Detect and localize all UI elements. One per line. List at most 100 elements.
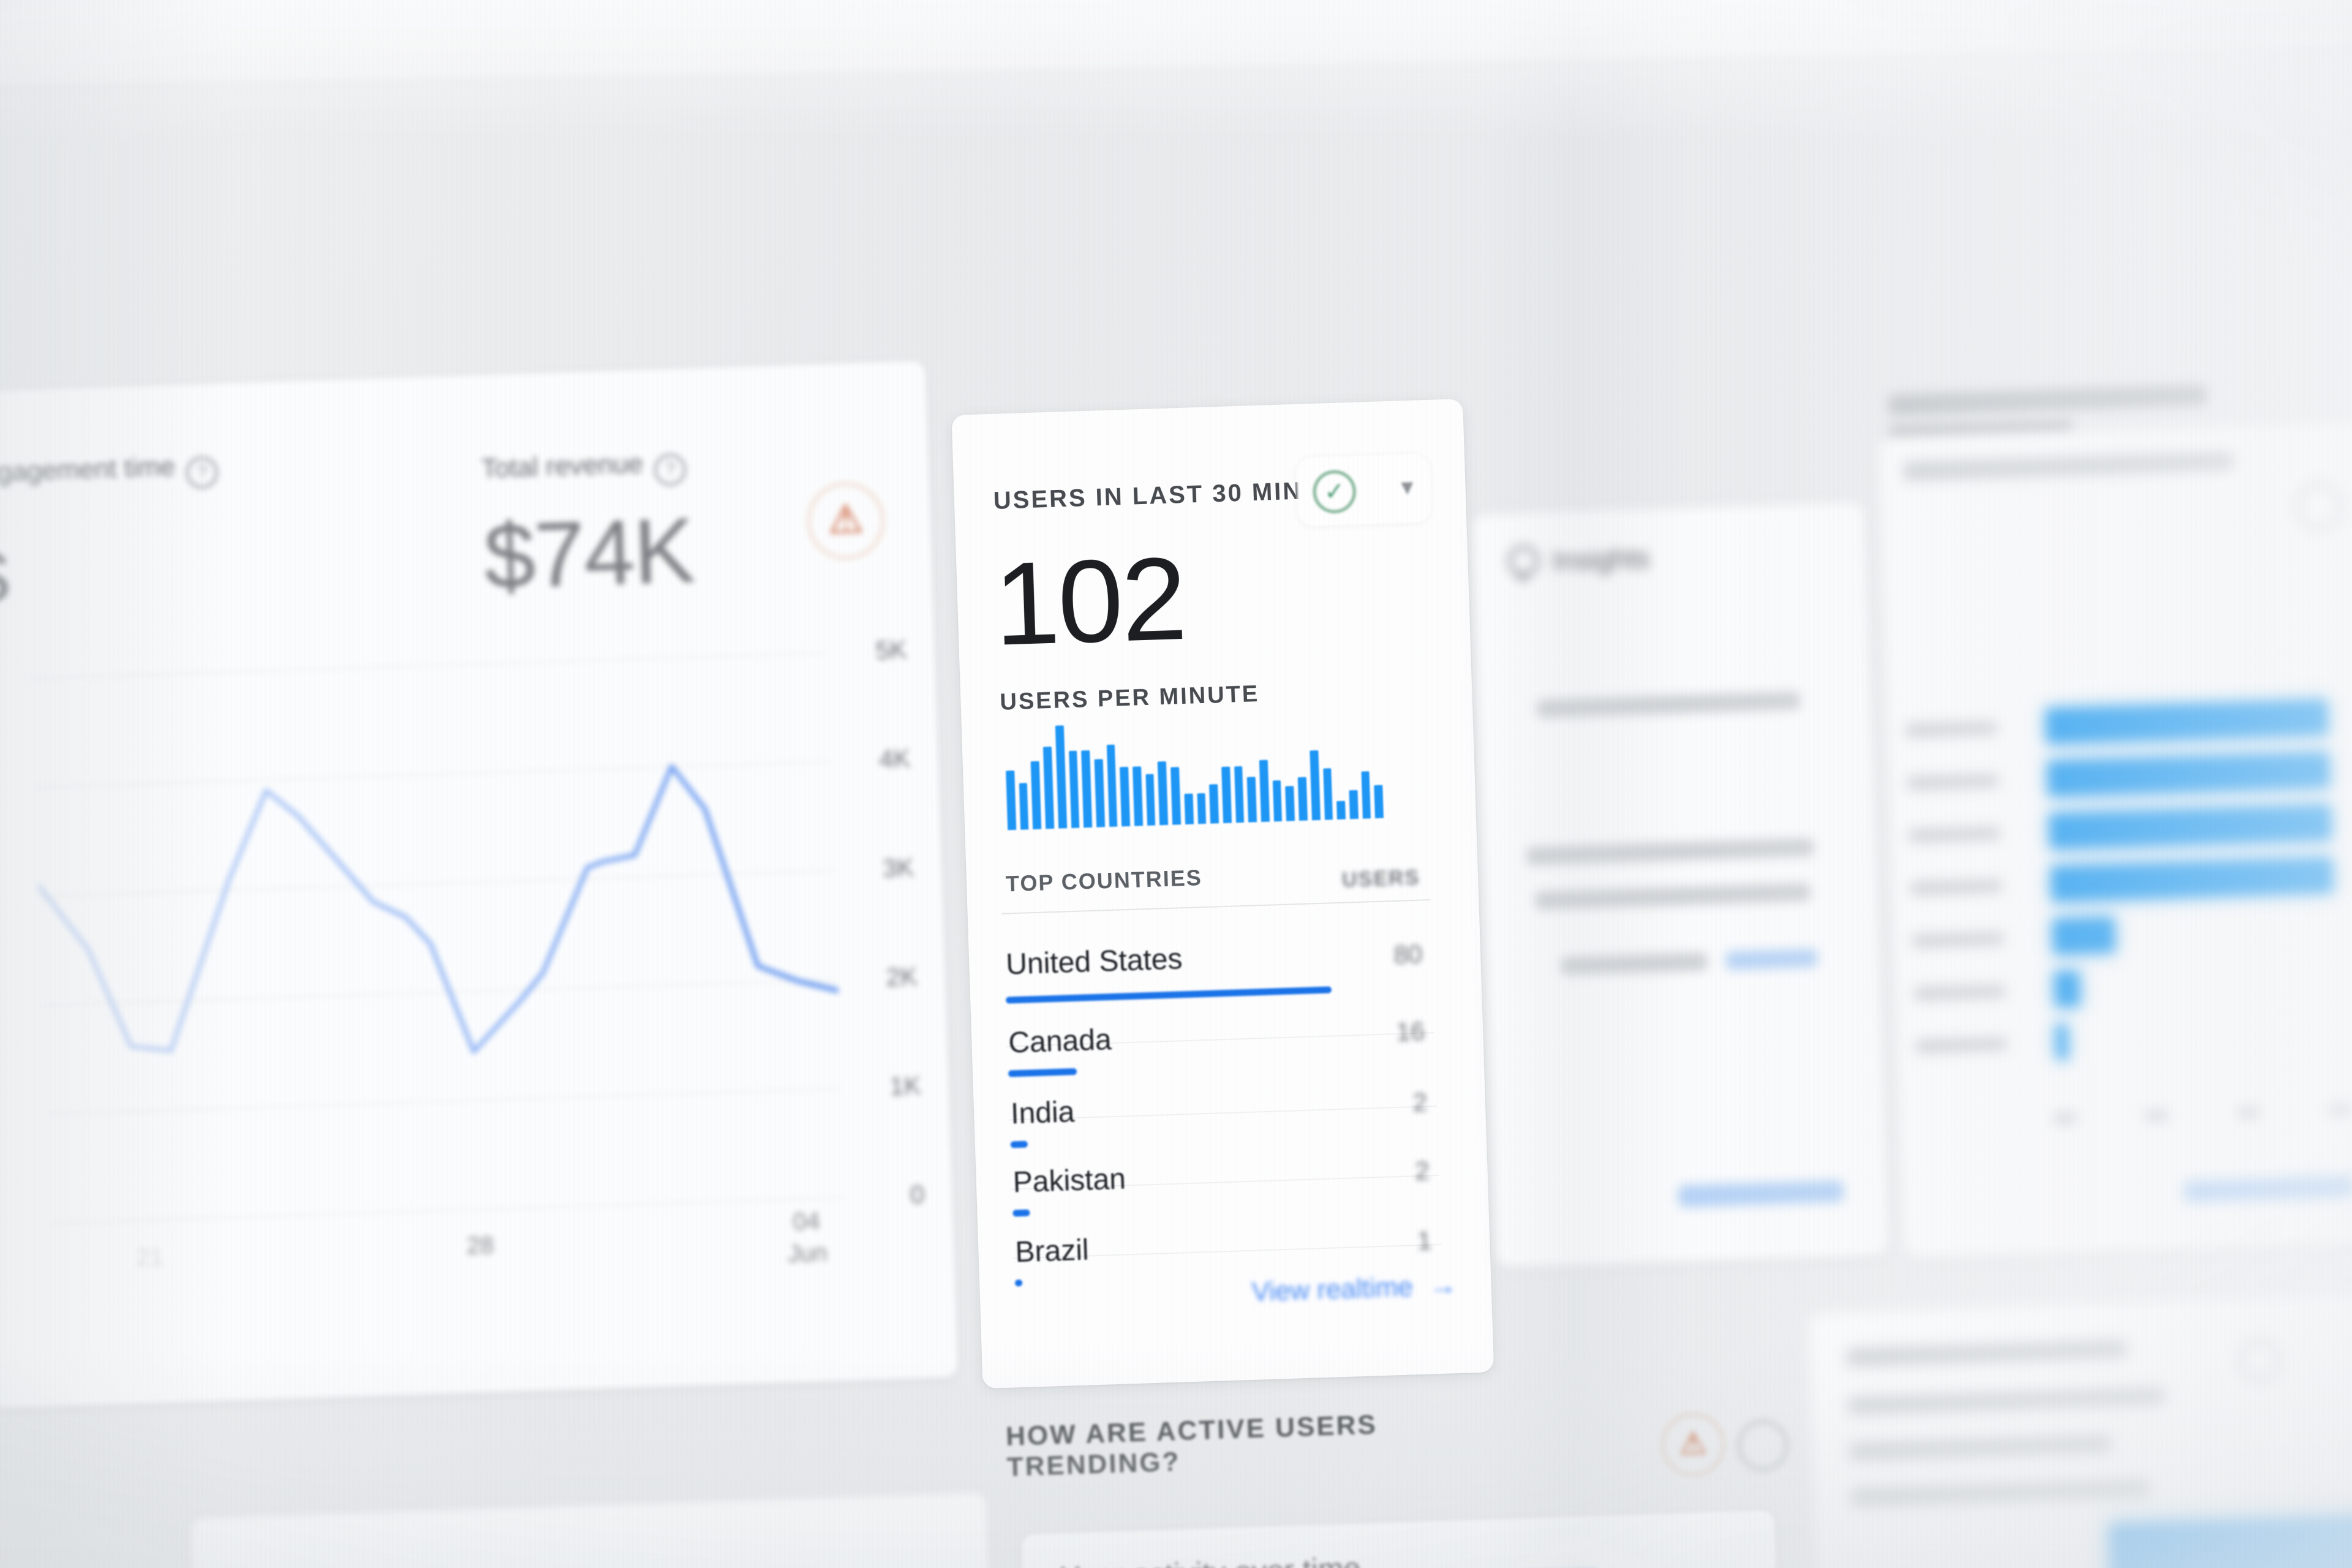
blurred-text-line xyxy=(1845,1339,2128,1367)
minute-bar xyxy=(1055,725,1067,829)
minute-bar xyxy=(1322,768,1333,820)
view-realtime-link[interactable]: View realtime → xyxy=(1251,1268,1458,1307)
user-activity-card-title: User activity over time xyxy=(1059,1550,1361,1568)
warning-icon[interactable]: ⚠ xyxy=(1660,1412,1725,1477)
blurred-text-line xyxy=(1536,691,1801,718)
insights-card: Insights xyxy=(1472,502,1889,1268)
help-icon[interactable]: ? xyxy=(186,456,219,489)
active-users-trending-header: HOW ARE ACTIVE USERS TRENDING? xyxy=(1005,1409,1378,1482)
minute-bar xyxy=(1361,771,1371,819)
country-users: 1 xyxy=(1417,1226,1433,1256)
bottom-right-card xyxy=(1807,1294,2352,1568)
minute-bar xyxy=(1145,774,1156,826)
icon-circle xyxy=(2237,1338,2282,1382)
minute-bar xyxy=(1310,750,1321,821)
minute-bar xyxy=(1081,750,1093,828)
h-bar xyxy=(2047,752,2331,797)
analytics-dashboard: Average engagement time? 1m 51s Total re… xyxy=(0,284,2352,1568)
minute-bar xyxy=(1259,760,1270,822)
blurred-bar-label xyxy=(1912,931,2005,948)
minute-bar xyxy=(1106,744,1118,827)
status-circle-icon[interactable] xyxy=(1736,1419,1790,1472)
blurred-axis-tick xyxy=(2052,1112,2078,1125)
country-users: 80 xyxy=(1393,939,1423,970)
blurred-bar-label xyxy=(1910,878,2003,895)
minute-bar xyxy=(1043,746,1055,829)
country-users: 2 xyxy=(1414,1156,1430,1186)
country-name: Brazil xyxy=(1014,1234,1090,1269)
blurred-link[interactable] xyxy=(1725,948,1819,970)
blurred-bar-chart xyxy=(2108,1515,2352,1568)
realtime-status-badge[interactable]: ✓ ▾ xyxy=(1295,453,1432,527)
blurred-section-header xyxy=(1888,384,2207,416)
chevron-down-icon: ▾ xyxy=(1400,473,1414,501)
total-revenue-value: $74K xyxy=(482,498,696,608)
card-menu-icon[interactable] xyxy=(2294,481,2344,532)
blurred-card-title xyxy=(1902,451,2234,481)
engagement-time-label: Average engagement time? xyxy=(0,450,219,500)
country-users: 2 xyxy=(1412,1087,1428,1117)
minute-bar xyxy=(1209,784,1219,824)
metrics-overview-card: Average engagement time? 1m 51s Total re… xyxy=(0,361,959,1412)
blurred-text-line xyxy=(1850,1479,2151,1507)
insights-header: Insights xyxy=(1507,541,1650,578)
h-bar xyxy=(2051,857,2334,902)
blurred-text-line xyxy=(1847,1387,2166,1415)
minute-bar xyxy=(1297,777,1308,821)
country-bar xyxy=(1010,1140,1028,1148)
blurred-bar-label xyxy=(1915,1036,2008,1054)
h-bar xyxy=(2052,917,2116,955)
realtime-card: USERS IN LAST 30 MINUTES ✓ ▾ 102 USERS P… xyxy=(951,399,1494,1389)
blurred-text-line xyxy=(1526,837,1815,866)
arrow-right-icon: → xyxy=(1428,1268,1458,1302)
bottom-left-card xyxy=(190,1493,996,1568)
engagement-line-chart xyxy=(31,652,845,1224)
x-axis-tick: 21 xyxy=(135,1243,164,1272)
blurred-link[interactable] xyxy=(2183,1175,2352,1203)
country-name: United States xyxy=(1005,943,1183,981)
minute-bar xyxy=(1019,783,1029,830)
user-activity-card: User activity over time xyxy=(1021,1510,1782,1568)
x-axis-tick: 28 xyxy=(466,1231,494,1260)
data-quality-warning-icon[interactable]: ⚠ xyxy=(806,481,885,560)
minute-bar xyxy=(1094,759,1105,827)
country-name: Pakistan xyxy=(1012,1163,1126,1199)
minute-bar xyxy=(1272,780,1283,822)
active-users-count: 102 xyxy=(992,532,1188,670)
country-bar xyxy=(1012,1209,1030,1217)
help-icon[interactable]: ? xyxy=(654,453,687,486)
country-users: 16 xyxy=(1395,1016,1425,1047)
minute-bar xyxy=(1006,770,1016,831)
blurred-text-line xyxy=(1560,952,1708,976)
total-revenue-label: Total revenue? xyxy=(481,447,687,492)
blurred-bar-label xyxy=(1907,774,1999,790)
country-bar xyxy=(1008,1068,1077,1077)
users-per-minute-bar-chart xyxy=(1005,715,1384,831)
blurred-axis-tick xyxy=(2328,1102,2352,1116)
minute-bar xyxy=(1170,767,1181,825)
views-by-page-card xyxy=(1877,422,2352,1259)
h-bar xyxy=(2049,804,2332,850)
minute-bar xyxy=(1374,785,1384,818)
minute-bar xyxy=(1234,766,1245,823)
blurred-bar-label xyxy=(1905,721,1998,737)
view-all-insights-link[interactable] xyxy=(1678,1180,1844,1208)
blurred-axis-tick xyxy=(2144,1109,2169,1122)
blurred-axis-tick xyxy=(2236,1106,2261,1119)
divider xyxy=(1001,899,1431,914)
minute-bar xyxy=(1133,766,1143,826)
country-name: India xyxy=(1010,1096,1076,1131)
country-name: Canada xyxy=(1008,1023,1112,1060)
y-axis-tick: 2K xyxy=(885,962,918,992)
minute-bar xyxy=(1120,766,1131,827)
country-bar xyxy=(1006,986,1332,1004)
country-bar xyxy=(1014,1279,1023,1287)
engagement-time-value: 1m 51s xyxy=(0,517,12,630)
minute-bar xyxy=(1158,761,1169,826)
users-per-minute-label: USERS PER MINUTE xyxy=(999,680,1260,715)
minute-bar xyxy=(1221,766,1232,823)
y-axis-tick: 5K xyxy=(875,635,908,665)
blurred-bar-label xyxy=(1913,984,2006,1001)
browser-chrome-band xyxy=(0,0,2352,90)
